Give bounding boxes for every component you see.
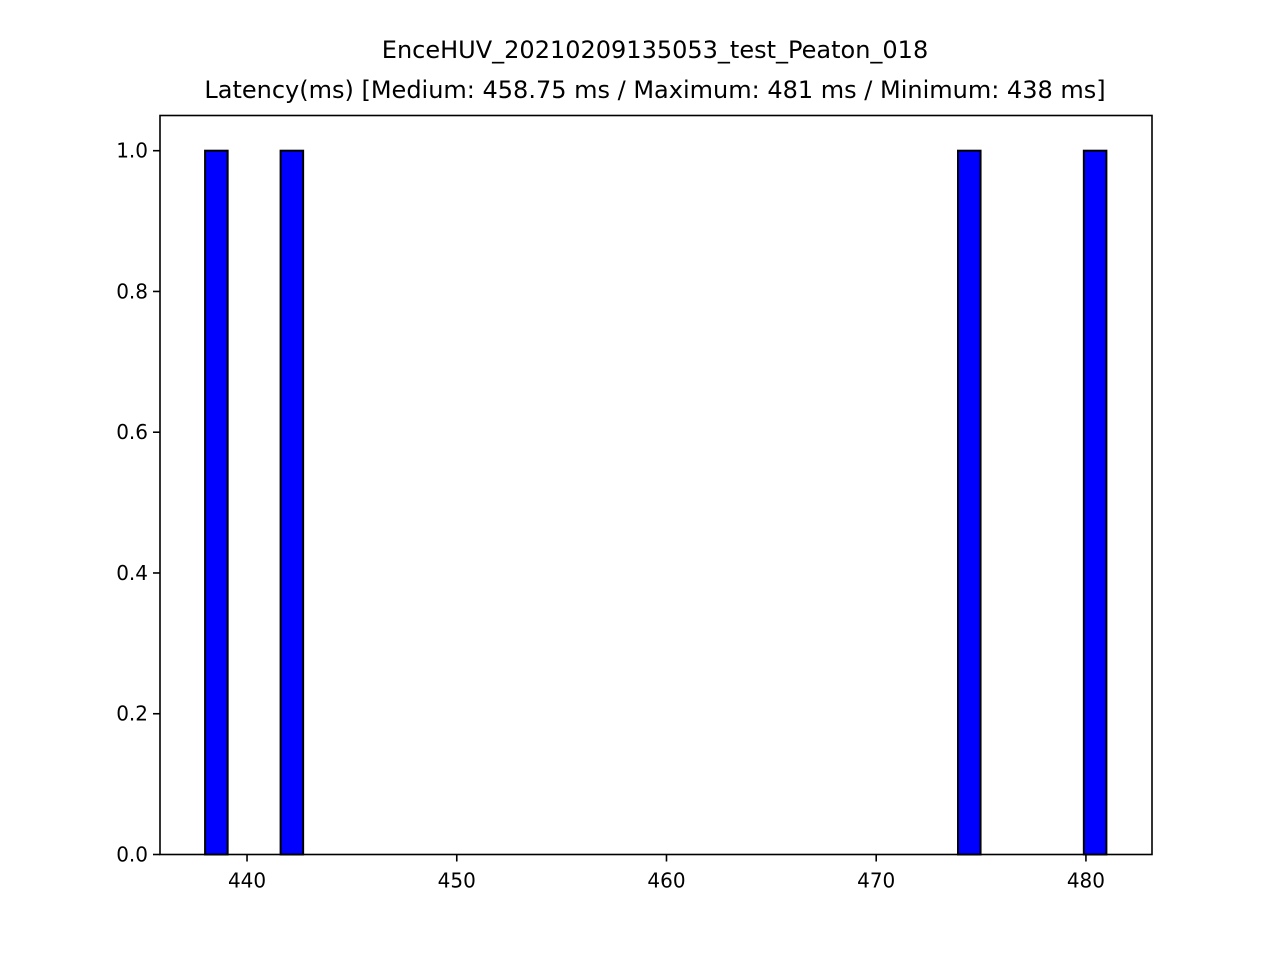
x-tick-label: 460	[647, 869, 685, 893]
y-tick-label: 0.4	[116, 561, 148, 585]
histogram-bar-1	[204, 149, 229, 856]
x-axis-ticks: 440 450 460 470 480	[228, 854, 1105, 893]
y-tick-label: 0.6	[116, 420, 148, 444]
y-tick-label: 0.8	[116, 279, 148, 303]
x-tick-label: 470	[857, 869, 895, 893]
chart-subtitle: Latency(ms) [Medium: 458.75 ms / Maximum…	[204, 76, 1105, 104]
y-axis-ticks: 0.0 0.2 0.4 0.6 0.8 1.0	[116, 139, 160, 867]
histogram-bar-3	[957, 149, 982, 856]
x-tick-label: 480	[1067, 869, 1105, 893]
histogram-bar-2	[279, 149, 305, 856]
bars-group	[204, 149, 1108, 856]
y-tick-label: 1.0	[116, 139, 148, 163]
x-tick-label: 450	[438, 869, 476, 893]
plot-frame	[159, 114, 1153, 856]
histogram-bar-4	[1082, 149, 1108, 856]
y-tick-label: 0.2	[116, 702, 148, 726]
chart-title: EnceHUV_20210209135053_test_Peaton_018	[382, 36, 928, 64]
x-tick-label: 440	[228, 869, 266, 893]
y-tick-label: 0.0	[116, 843, 148, 867]
